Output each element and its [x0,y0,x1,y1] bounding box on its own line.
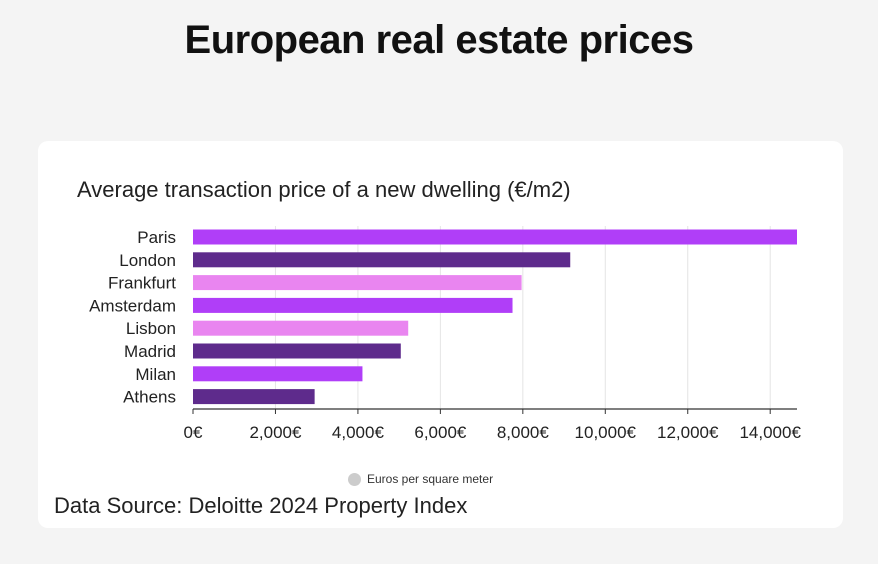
category-label: Frankfurt [108,274,176,293]
category-label: Madrid [124,342,176,361]
x-tick-label: 4,000€ [332,423,385,442]
bar-amsterdam [193,297,513,313]
legend-label: Euros per square meter [367,472,494,486]
data-source: Data Source: Deloitte 2024 Property Inde… [54,493,468,518]
bar-lisbon [193,320,409,336]
bar-frankfurt [193,275,522,291]
category-label: Paris [137,228,176,247]
x-tick-label: 2,000€ [249,423,302,442]
page-title: European real estate prices [184,18,694,62]
x-tick-label: 14,000€ [739,423,801,442]
bar-paris [193,229,797,245]
x-tick-label: 10,000€ [575,423,637,442]
category-label: London [119,251,176,270]
category-label: Athens [123,388,176,407]
bar-madrid [193,343,401,359]
x-tick-label: 8,000€ [497,423,550,442]
chart-title: Average transaction price of a new dwell… [77,177,571,202]
x-tick-label: 6,000€ [414,423,467,442]
category-label: Lisbon [126,319,176,338]
legend: Euros per square meter [348,472,493,486]
x-tick-label: 0€ [184,423,203,442]
bar-athens [193,389,315,405]
category-label: Amsterdam [89,296,176,315]
x-tick-label: 12,000€ [657,423,719,442]
bar-milan [193,366,363,382]
category-label: Milan [135,365,176,384]
legend-swatch [348,472,361,486]
bar-london [193,252,571,268]
